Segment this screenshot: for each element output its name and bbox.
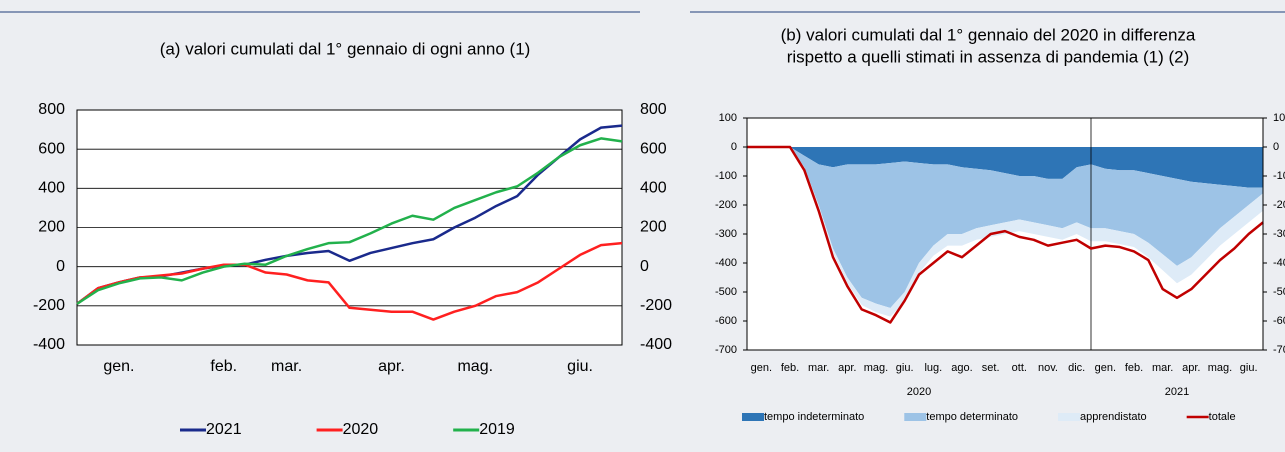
y-tick-label: 400 bbox=[38, 180, 65, 197]
y2-tick-label: -300 bbox=[1273, 228, 1285, 240]
y-tick-label: -400 bbox=[33, 336, 65, 353]
y-tick-label: 0 bbox=[731, 141, 737, 153]
data-line bbox=[76, 137, 623, 305]
x-group-label: 2021 bbox=[1165, 386, 1189, 398]
legend-label: 2021 bbox=[206, 421, 242, 438]
x-tick-label: mag. bbox=[1208, 362, 1232, 374]
x-tick-label: gen. bbox=[1095, 362, 1116, 374]
y2-tick-label: -200 bbox=[1273, 199, 1285, 211]
y-tick-label: 100 bbox=[719, 112, 737, 124]
chart-title: (a) valori cumulati dal 1° gennaio di og… bbox=[160, 39, 531, 58]
legend-label: totale bbox=[1209, 411, 1236, 423]
x-tick-label: nov. bbox=[1038, 362, 1058, 374]
data-area bbox=[747, 147, 1263, 188]
y2-tick-label: -400 bbox=[1273, 257, 1285, 269]
x-tick-label: giu. bbox=[896, 362, 914, 374]
x-tick-label: apr. bbox=[1182, 362, 1200, 374]
y-tick-label: -100 bbox=[715, 170, 737, 182]
legend-swatch bbox=[742, 413, 764, 421]
legend-swatch bbox=[904, 413, 927, 421]
chart-title: (b) valori cumulati dal 1° gennaio del 2… bbox=[781, 25, 1196, 44]
data-line bbox=[747, 145, 1264, 324]
legend-label: 2020 bbox=[343, 421, 379, 438]
x-tick-label: mar. bbox=[808, 362, 829, 374]
x-tick-label: feb. bbox=[1125, 362, 1143, 374]
y2-tick-label: -700 bbox=[1273, 344, 1285, 356]
y-tick-label: -700 bbox=[715, 344, 737, 356]
x-tick-label: mar. bbox=[1152, 362, 1173, 374]
y2-tick-label: -400 bbox=[640, 336, 672, 353]
x-tick-label: gen. bbox=[751, 362, 772, 374]
y-tick-label: -200 bbox=[715, 199, 737, 211]
y2-tick-label: 200 bbox=[640, 219, 667, 236]
y-tick-label: -300 bbox=[715, 228, 737, 240]
x-tick-label: feb. bbox=[210, 358, 237, 375]
y-tick-label: 800 bbox=[38, 101, 65, 118]
y-tick-label: 0 bbox=[56, 258, 65, 275]
x-tick-label: mag. bbox=[457, 358, 493, 375]
y2-tick-label: 600 bbox=[640, 140, 667, 157]
y2-tick-label: 800 bbox=[640, 101, 667, 118]
x-tick-label: apr. bbox=[838, 362, 856, 374]
x-tick-label: ago. bbox=[951, 362, 972, 374]
y-tick-label: -600 bbox=[715, 315, 737, 327]
x-tick-label: feb. bbox=[781, 362, 799, 374]
x-tick-label: mag. bbox=[864, 362, 888, 374]
y-tick-label: -400 bbox=[715, 257, 737, 269]
y2-tick-label: -100 bbox=[1273, 170, 1285, 182]
x-group-label: 2020 bbox=[907, 386, 931, 398]
data-area bbox=[747, 147, 1263, 308]
x-tick-label: ott. bbox=[1012, 362, 1027, 374]
y-tick-label: 600 bbox=[38, 140, 65, 157]
x-tick-label: dic. bbox=[1068, 362, 1085, 374]
legend-label: 2019 bbox=[479, 421, 515, 438]
chart-title: rispetto a quelli stimati in assenza di … bbox=[787, 47, 1190, 66]
y2-tick-label: 0 bbox=[640, 258, 649, 275]
x-tick-label: giu. bbox=[1240, 362, 1258, 374]
legend-label: tempo determinato bbox=[926, 411, 1018, 423]
y2-tick-label: -500 bbox=[1273, 286, 1285, 298]
x-tick-label: apr. bbox=[378, 358, 405, 375]
data-line bbox=[76, 241, 623, 321]
y-tick-label: -200 bbox=[33, 297, 65, 314]
x-tick-label: mar. bbox=[271, 358, 302, 375]
legend-swatch bbox=[1058, 413, 1080, 421]
y2-tick-label: 0 bbox=[1273, 141, 1279, 153]
y2-tick-label: -200 bbox=[640, 297, 672, 314]
y2-tick-label: 400 bbox=[640, 180, 667, 197]
y-tick-label: -500 bbox=[715, 286, 737, 298]
legend-label: apprendistato bbox=[1080, 411, 1147, 423]
x-tick-label: lug. bbox=[924, 362, 942, 374]
y2-tick-label: -600 bbox=[1273, 315, 1285, 327]
legend-label: tempo indeterminato bbox=[764, 411, 864, 423]
y-tick-label: 200 bbox=[38, 219, 65, 236]
y2-tick-label: 100 bbox=[1273, 112, 1285, 124]
x-tick-label: giu. bbox=[567, 358, 593, 375]
x-tick-label: gen. bbox=[103, 358, 134, 375]
x-tick-label: set. bbox=[982, 362, 1000, 374]
